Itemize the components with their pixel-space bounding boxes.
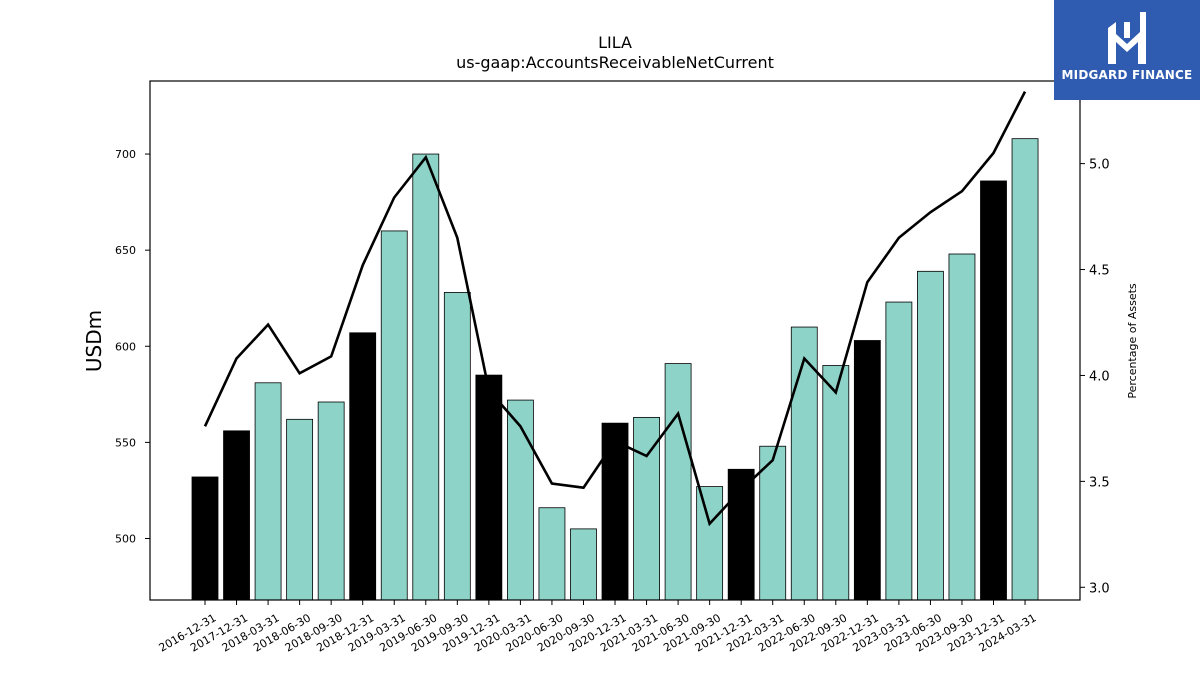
bar-2018-03-31	[254, 382, 282, 601]
bar-2022-09-30	[822, 365, 850, 601]
bar-2022-12-31	[853, 340, 881, 601]
bar-2023-12-31	[980, 180, 1007, 601]
line-group	[203, 91, 1027, 527]
y2-axis-label: Percentage of Assets	[1126, 283, 1139, 399]
bar-2024-03-31	[1011, 138, 1039, 601]
y2-tick-label: 4.0	[1089, 369, 1110, 384]
chart-subtitle: us-gaap:AccountsReceivableNetCurrent	[456, 53, 774, 72]
bar-2018-06-30	[286, 418, 314, 601]
y-axis-left: 500 550 600 650 700	[115, 148, 150, 545]
y-axis-right: 3.0 3.5 4.0 4.5 5.0	[1080, 158, 1110, 596]
y-tick-label: 550	[115, 436, 136, 449]
y2-tick-label: 3.0	[1089, 581, 1110, 596]
y2-tick-label: 3.5	[1089, 475, 1110, 490]
y-tick-label: 500	[115, 532, 136, 545]
bar-2017-12-31	[223, 430, 250, 601]
midgard-logo-icon	[1108, 12, 1146, 64]
bar-2019-09-30	[443, 292, 471, 601]
y-tick-label: 650	[115, 244, 136, 257]
bar-2022-06-30	[790, 326, 818, 601]
bar-2020-12-31	[601, 422, 629, 601]
bar-2019-06-30	[412, 153, 440, 601]
bar-2023-09-30	[948, 253, 976, 601]
bar-2021-06-30	[664, 363, 692, 601]
bar-2021-03-31	[633, 416, 660, 601]
y2-tick-label: 4.5	[1089, 264, 1110, 279]
bar-2020-03-31	[506, 399, 534, 601]
y2-tick-label: 5.0	[1089, 158, 1110, 173]
bar-2019-03-31	[380, 230, 408, 601]
y-axis-label: USDm	[82, 310, 106, 372]
brand-logo: MIDGARD FINANCE	[1054, 0, 1200, 100]
bar-2018-12-31	[349, 332, 377, 601]
bar-2020-06-30	[538, 507, 566, 601]
brand-name: MIDGARD FINANCE	[1061, 68, 1193, 82]
bar-2020-09-30	[570, 528, 597, 601]
chart-title: LILA	[598, 33, 632, 52]
y-tick-label: 600	[115, 340, 136, 353]
bar-2021-09-30	[696, 486, 724, 601]
percentage-line	[203, 91, 1027, 527]
x-axis: 2016-12-312017-12-312018-03-312018-06-30…	[157, 600, 1039, 655]
bar-2023-06-30	[917, 270, 944, 601]
bar-2023-03-31	[885, 301, 913, 601]
y-tick-label: 700	[115, 148, 136, 161]
bar-2018-09-30	[317, 401, 345, 601]
bar-2019-12-31	[475, 374, 503, 601]
bar-group	[191, 138, 1039, 601]
bar-2016-12-31	[191, 476, 219, 601]
bar-2022-03-31	[759, 445, 787, 601]
